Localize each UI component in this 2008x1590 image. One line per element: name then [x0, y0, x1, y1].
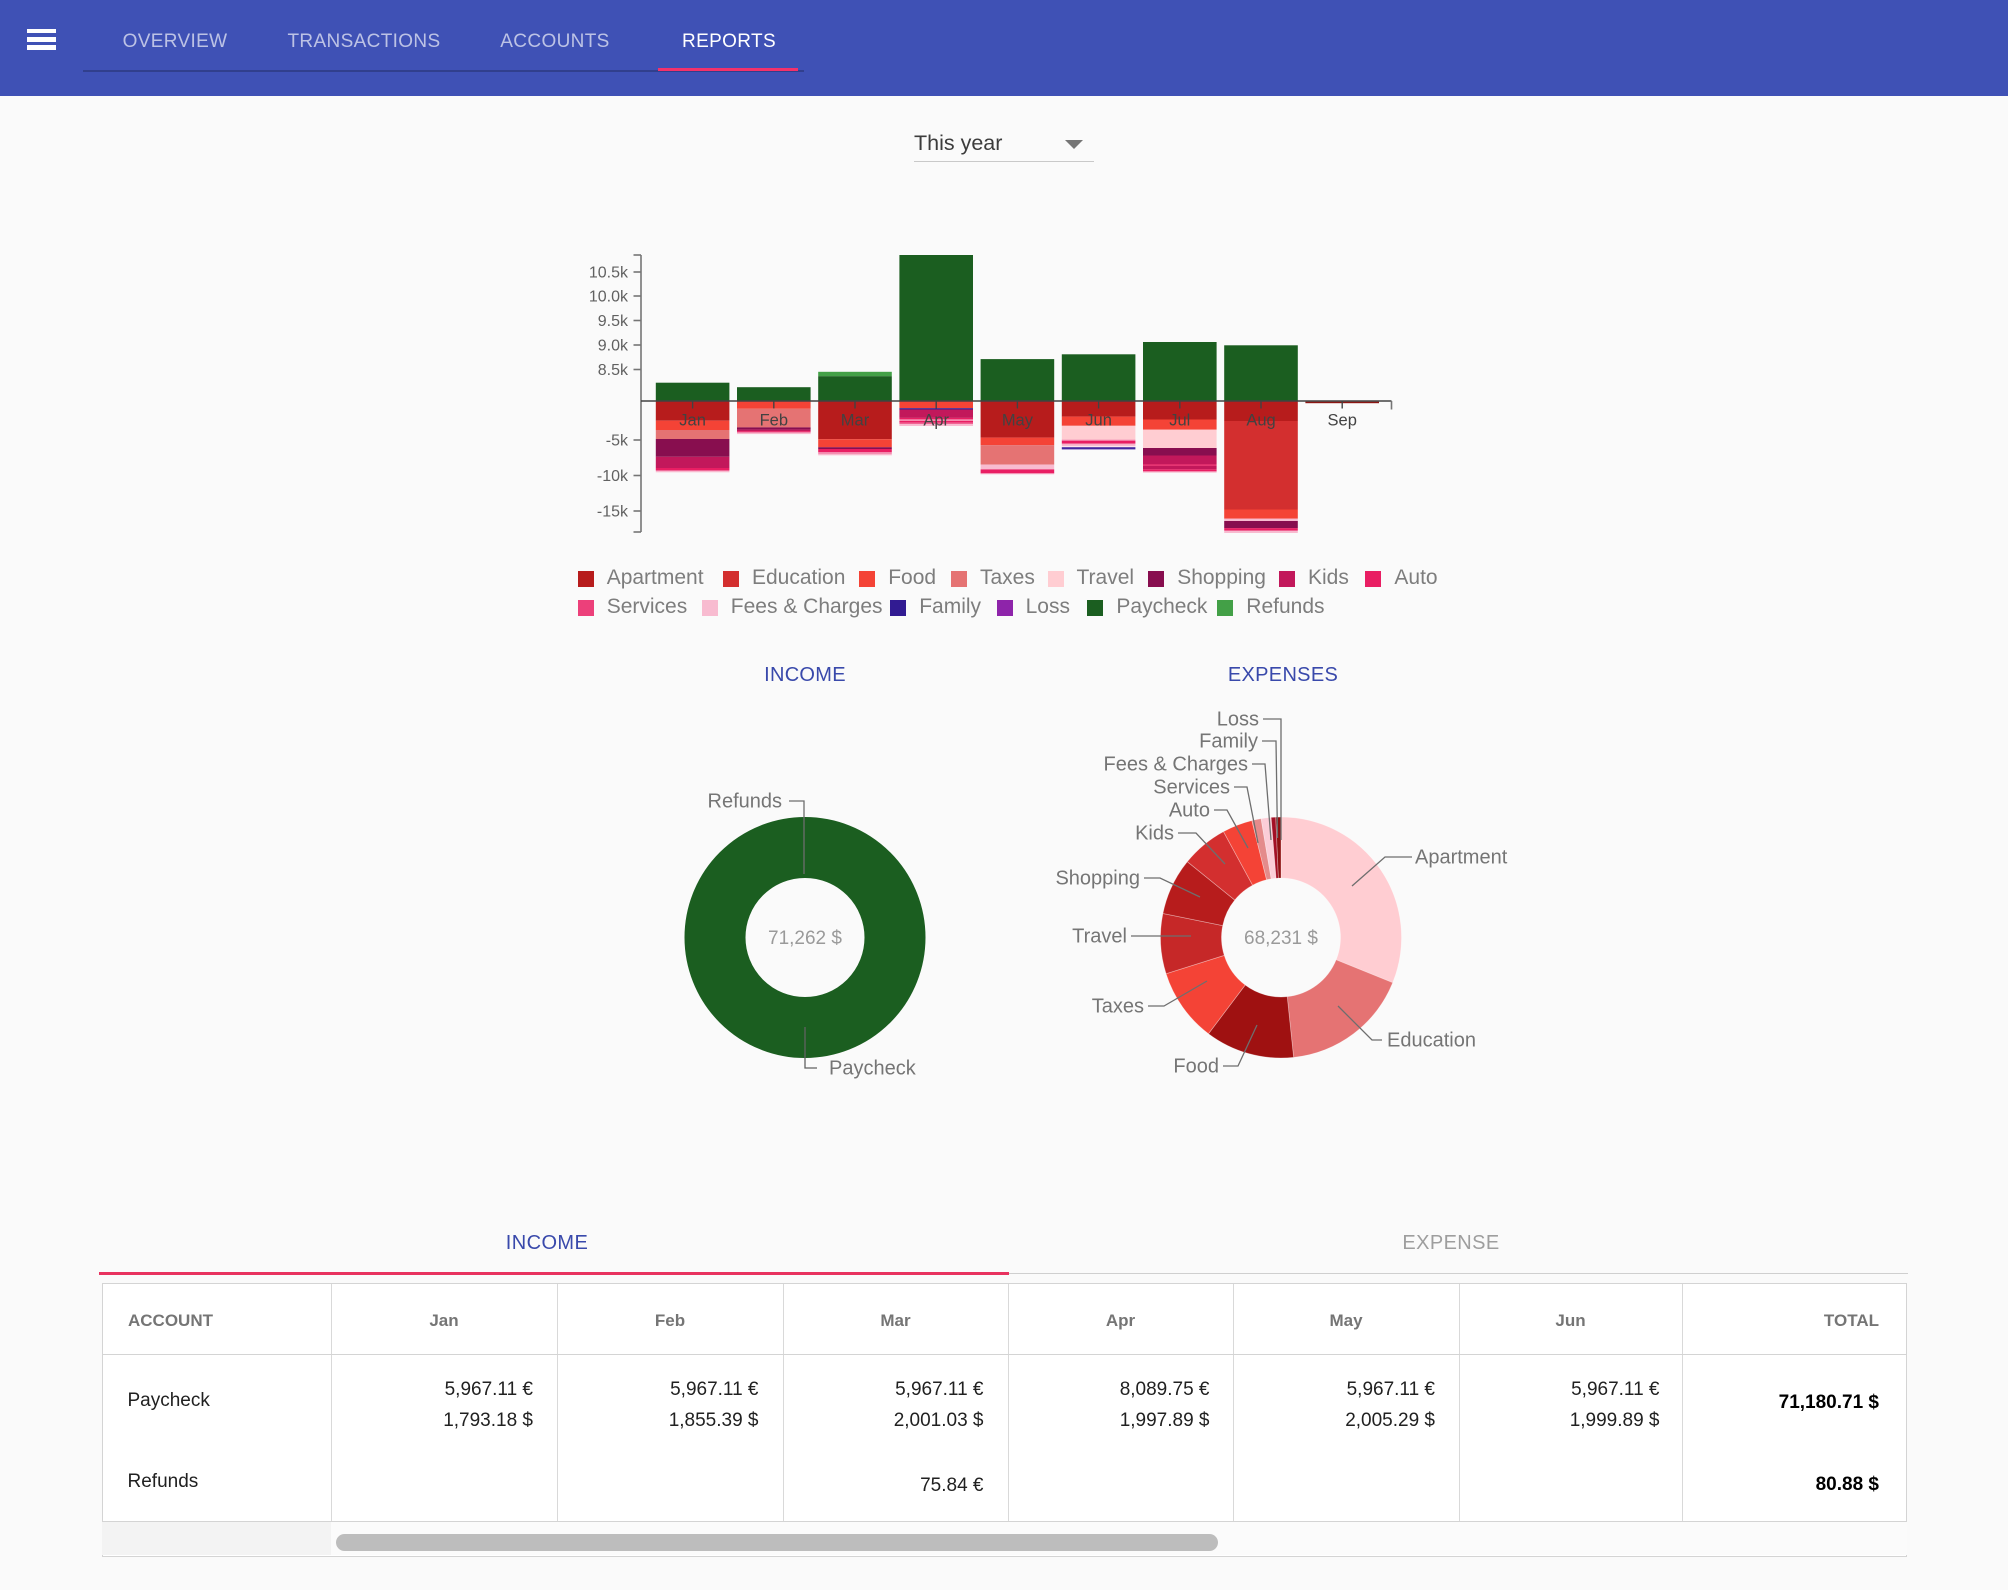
svg-text:Apr: Apr [923, 412, 949, 430]
svg-text:Kids: Kids [1135, 823, 1174, 845]
svg-text:Refunds: Refunds [708, 791, 783, 813]
svg-text:Aug: Aug [1246, 412, 1275, 430]
svg-text:May: May [1002, 412, 1034, 430]
svg-text:9.0k: 9.0k [598, 338, 629, 355]
svg-text:9.5k: 9.5k [598, 313, 629, 330]
svg-text:Jul: Jul [1169, 412, 1190, 430]
svg-text:Paycheck: Paycheck [829, 1058, 917, 1080]
svg-text:10.5k: 10.5k [589, 265, 629, 282]
svg-text:-10k: -10k [597, 468, 629, 485]
svg-text:Education: Education [1387, 1030, 1476, 1052]
svg-text:68,231 $: 68,231 $ [1244, 928, 1318, 949]
svg-text:Food: Food [1173, 1056, 1219, 1078]
svg-text:Jun: Jun [1085, 412, 1112, 430]
svg-text:71,262 $: 71,262 $ [768, 928, 842, 949]
svg-text:8.5k: 8.5k [598, 362, 629, 379]
svg-text:Jan: Jan [679, 412, 706, 430]
svg-text:Sep: Sep [1328, 412, 1357, 430]
svg-text:Services: Services [1153, 777, 1230, 799]
svg-text:Fees & Charges: Fees & Charges [1103, 754, 1248, 776]
svg-text:Mar: Mar [841, 412, 870, 430]
svg-text:Feb: Feb [760, 412, 788, 430]
svg-text:Auto: Auto [1169, 800, 1210, 822]
svg-text:Travel: Travel [1072, 926, 1127, 948]
svg-text:Taxes: Taxes [1092, 996, 1144, 1018]
svg-text:Family: Family [1199, 731, 1258, 753]
svg-text:-5k: -5k [606, 433, 629, 450]
svg-text:Apartment: Apartment [1415, 847, 1508, 869]
svg-text:Shopping: Shopping [1055, 868, 1140, 890]
svg-text:10.0k: 10.0k [589, 289, 629, 306]
svg-text:Loss: Loss [1217, 709, 1259, 731]
svg-text:-15k: -15k [597, 504, 629, 521]
